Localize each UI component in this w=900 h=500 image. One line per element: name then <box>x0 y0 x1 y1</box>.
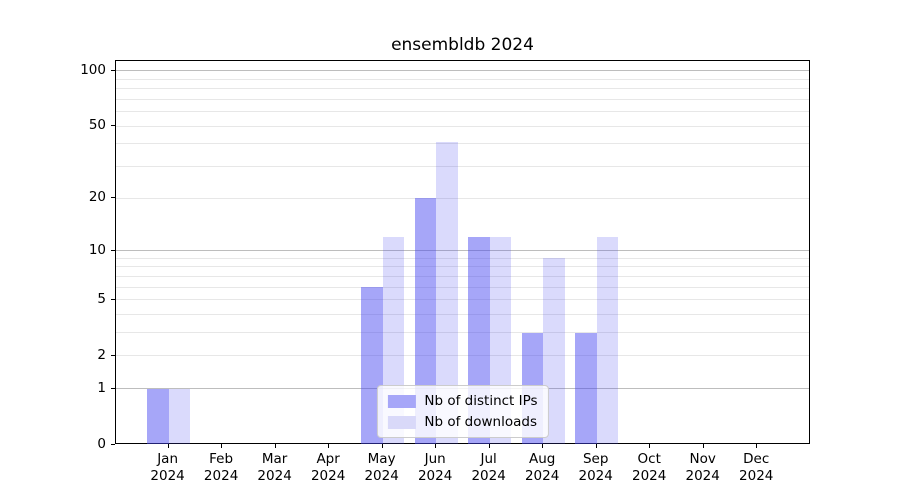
bar-ips-sep <box>575 332 597 444</box>
x-tick-label-feb: Feb 2024 <box>203 451 239 484</box>
grid-line-9 <box>116 257 809 259</box>
x-tick-mark <box>221 444 223 448</box>
plot-area: Nb of distinct IPs Nb of downloads <box>115 60 810 444</box>
x-tick-mark <box>167 444 169 448</box>
y-tick-label-5: 5 <box>97 290 106 307</box>
x-tick-mark <box>702 444 704 448</box>
grid-line-60 <box>116 111 809 113</box>
legend: Nb of distinct IPs Nb of downloads <box>376 385 549 438</box>
legend-swatch-downloads-icon <box>387 415 416 429</box>
y-tick-label-2: 2 <box>97 346 106 363</box>
y-tick-mark <box>111 354 115 356</box>
x-tick-mark <box>488 444 490 448</box>
bar-ips-jun <box>414 198 437 444</box>
x-tick-label-mar: Mar 2024 <box>257 451 292 484</box>
x-tick-label-sep: Sep 2024 <box>578 451 613 484</box>
x-tick-label-may: May 2024 <box>364 451 399 484</box>
grid-line-30 <box>116 166 809 168</box>
y-tick-label-10: 10 <box>88 241 106 258</box>
x-tick-label-dec: Dec 2024 <box>739 451 774 484</box>
grid-line-20 <box>116 197 809 199</box>
x-tick-mark <box>274 444 276 448</box>
chart-title: ensembldb 2024 <box>391 35 534 55</box>
grid-line-7 <box>116 275 809 277</box>
y-tick-mark <box>111 197 115 199</box>
bar-downloads-jun <box>436 141 458 444</box>
y-tick-mark <box>111 125 115 127</box>
y-tick-label-20: 20 <box>88 189 106 206</box>
x-tick-mark <box>381 444 383 448</box>
x-tick-mark <box>328 444 330 448</box>
grid-line-50 <box>116 125 809 127</box>
y-tick-mark <box>111 249 115 251</box>
x-tick-label-jun: Jun 2024 <box>417 451 453 484</box>
legend-swatch-ips-icon <box>387 394 416 408</box>
grid-line-5 <box>116 299 809 301</box>
grid-line-100 <box>116 70 809 72</box>
bar-ips-jan <box>147 388 169 444</box>
grid-line-10 <box>116 250 809 252</box>
grid-line-3 <box>116 332 809 334</box>
bar-downloads-sep <box>596 237 619 444</box>
legend-item-distinct-ips: Nb of distinct IPs <box>387 393 538 409</box>
y-tick-label-0: 0 <box>97 436 106 452</box>
x-tick-mark <box>435 444 437 448</box>
x-tick-label-jan: Jan 2024 <box>150 451 185 484</box>
y-tick-label-1: 1 <box>97 379 106 396</box>
legend-item-downloads: Nb of downloads <box>387 414 537 430</box>
x-tick-mark <box>542 444 544 448</box>
x-tick-mark <box>649 444 651 448</box>
x-tick-label-oct: Oct 2024 <box>632 451 667 484</box>
x-tick-label-jul: Jul 2024 <box>471 451 506 484</box>
grid-line-40 <box>116 143 809 145</box>
grid-line-6 <box>116 286 809 288</box>
legend-label-ips: Nb of distinct IPs <box>424 393 538 409</box>
y-tick-label-50: 50 <box>88 117 106 134</box>
grid-line-80 <box>116 88 809 90</box>
grid-line-90 <box>116 78 809 80</box>
y-tick-mark <box>111 298 115 300</box>
y-tick-mark <box>111 444 115 445</box>
legend-label-downloads: Nb of downloads <box>424 414 537 430</box>
bar-downloads-jan <box>168 388 190 444</box>
x-tick-label-nov: Nov 2024 <box>685 451 720 484</box>
x-tick-mark <box>756 444 758 448</box>
y-tick-mark <box>111 387 115 389</box>
grid-line-4 <box>116 314 809 315</box>
y-tick-label-100: 100 <box>80 61 106 78</box>
x-tick-mark <box>595 444 597 448</box>
x-tick-label-apr: Apr 2024 <box>310 451 346 484</box>
bar-downloads-aug <box>543 258 565 444</box>
x-tick-label-aug: Aug 2024 <box>524 451 560 484</box>
grid-line-8 <box>116 266 809 268</box>
grid-line-2 <box>116 355 809 357</box>
grid-line-70 <box>116 98 809 100</box>
y-tick-mark <box>111 69 115 71</box>
